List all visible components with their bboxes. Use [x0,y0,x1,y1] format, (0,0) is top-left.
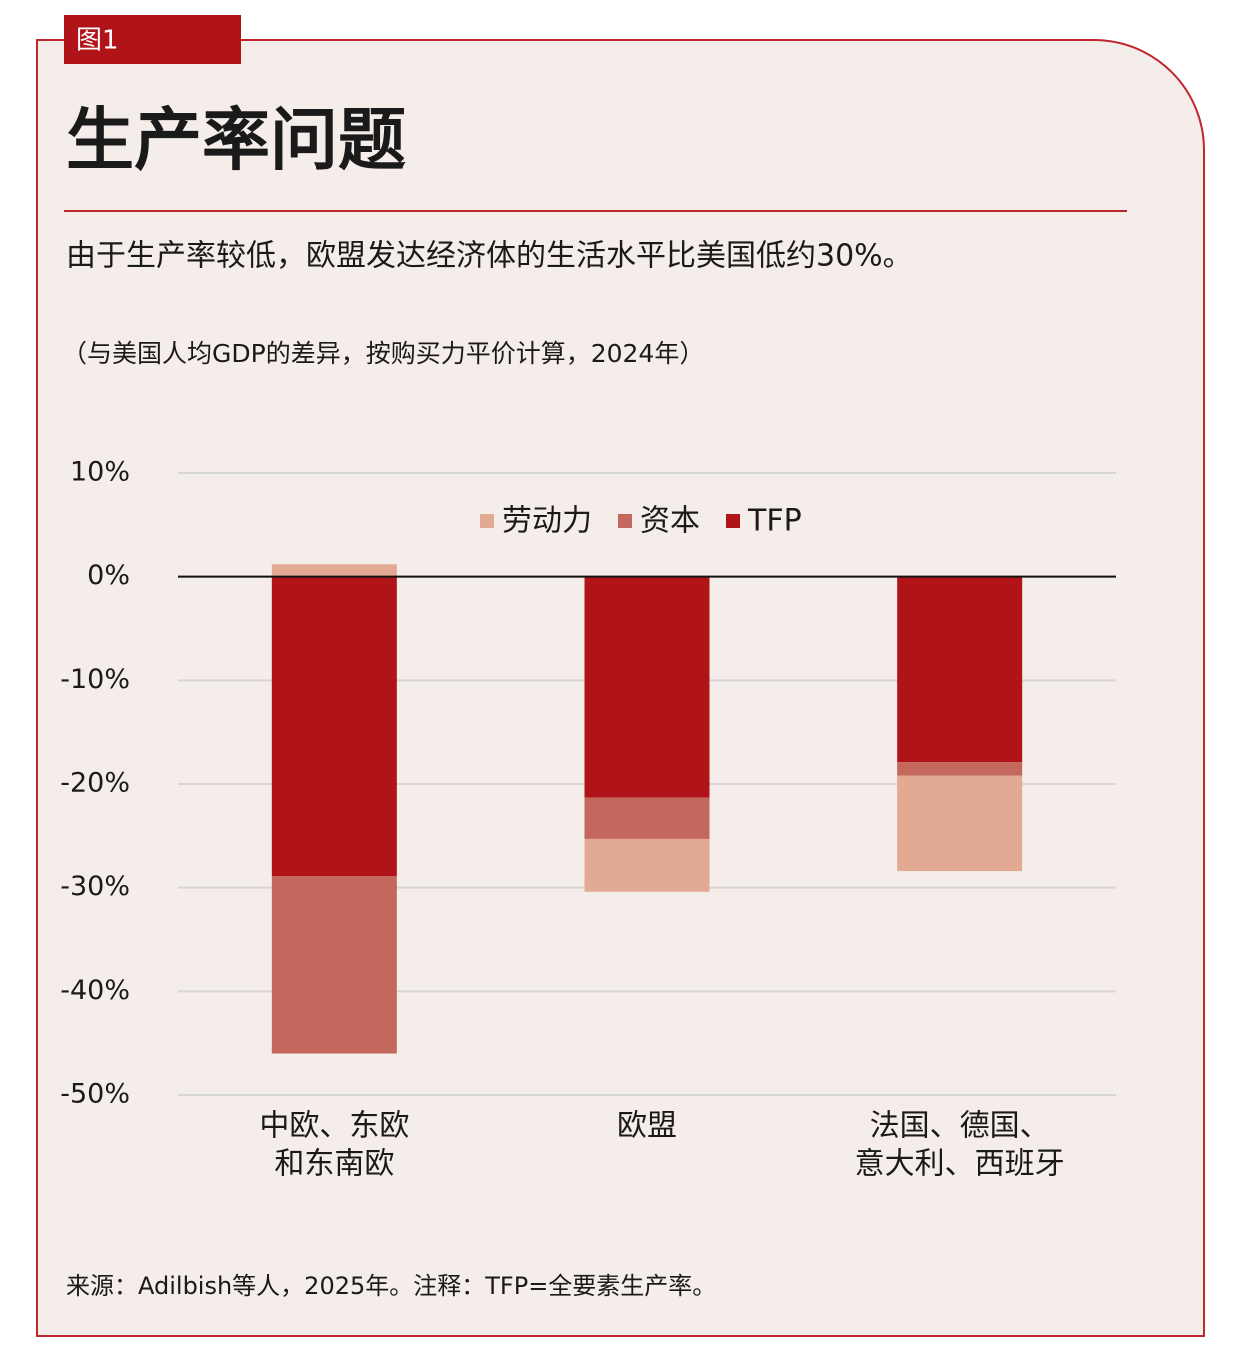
x-tick-label: 欧盟 [617,1109,677,1144]
y-tick-label: -20% [60,768,130,799]
bar-segment [897,576,1023,763]
bar-segment [897,775,1023,872]
chart-source: 来源：Adilbish等人，2025年。注释：TFP=全要素生产率。 [66,1272,716,1300]
bar-segment [271,876,397,1054]
legend-label: 劳动力 [502,504,592,539]
y-tick-label: -10% [60,664,130,695]
bar-segment [271,564,397,577]
chart-note: （与美国人均GDP的差异，按购买力平价计算，2024年） [62,339,704,368]
y-tick-label: 0% [87,560,130,591]
y-tick-label: 10% [70,457,130,488]
bar-segment [584,838,710,892]
legend-swatch [480,514,494,528]
chart-title: 生产率问题 [66,102,406,181]
chart-subtitle: 由于生产率较低，欧盟发达经济体的生活水平比美国低约30%。 [66,239,913,274]
figure-label: 图1 [76,26,119,56]
bar-segment [584,576,710,798]
x-tick-label: 和东南欧 [274,1147,394,1182]
legend-label: 资本 [640,504,700,539]
x-tick-label: 中欧、东欧 [259,1109,409,1144]
bar-segment [271,576,397,877]
legend-label: TFP [747,504,802,539]
bar-segment [897,762,1023,776]
x-tick-label: 意大利、西班牙 [855,1147,1065,1182]
y-tick-label: -50% [60,1079,130,1110]
y-tick-label: -30% [60,871,130,902]
x-tick-label: 法国、德国、 [870,1109,1050,1144]
bar-segment [584,797,710,839]
y-tick-label: -40% [60,975,130,1006]
figure-tag [64,15,241,64]
legend-swatch [726,514,740,528]
legend-swatch [618,514,632,528]
